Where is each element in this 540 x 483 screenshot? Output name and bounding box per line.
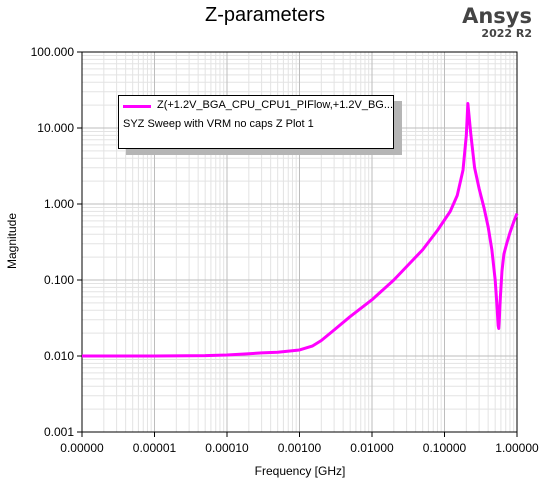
x-axis-ticks: 0.00000 0.00001 0.00010 0.00100 0.01000 0.100… xyxy=(60,432,539,455)
x-tick-label: 0.00001 xyxy=(133,441,177,455)
y-axis-ticks: 100.000 10.000 1.000 0.100 0.010 0.001 xyxy=(31,45,82,439)
x-tick-label: 0.10000 xyxy=(423,441,467,455)
x-tick-label: 0.00100 xyxy=(278,441,322,455)
x-tick-label: 0.00000 xyxy=(60,441,104,455)
x-tick-label: 1.00000 xyxy=(495,441,539,455)
version-label: 2022 R2 xyxy=(481,27,532,40)
legend-box[interactable]: Z(+1.2V_BGA_CPU_CPU1_PIFlow,+1.2V_BG... … xyxy=(118,95,394,149)
y-tick-label: 0.001 xyxy=(44,425,74,439)
y-tick-label: 100.000 xyxy=(31,45,75,59)
legend-swatch xyxy=(123,105,151,108)
legend-caption: SYZ Sweep with VRM no caps Z Plot 1 xyxy=(123,118,314,130)
y-tick-label: 0.100 xyxy=(44,273,74,287)
x-axis-label: Frequency [GHz] xyxy=(255,464,346,478)
legend-series-label: Z(+1.2V_BGA_CPU_CPU1_PIFlow,+1.2V_BG... xyxy=(157,99,394,111)
y-tick-label: 1.000 xyxy=(44,197,74,211)
x-tick-label: 0.00010 xyxy=(205,441,249,455)
series-line-z-param[interactable] xyxy=(82,102,519,358)
y-tick-label: 10.000 xyxy=(37,121,74,135)
y-tick-label: 0.010 xyxy=(44,349,74,363)
chart-title: Z-parameters xyxy=(204,4,326,26)
y-axis-label: Magnitude xyxy=(5,213,19,269)
ansys-logo: Ansys xyxy=(462,4,532,28)
x-tick-label: 0.01000 xyxy=(350,441,394,455)
